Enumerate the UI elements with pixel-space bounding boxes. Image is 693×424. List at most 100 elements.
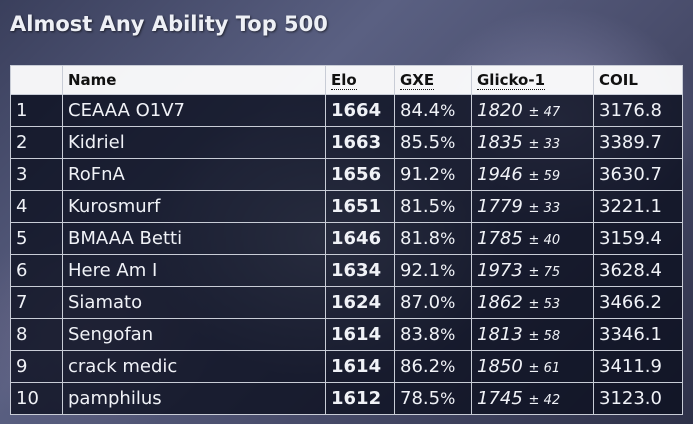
table-row: 2 Kidriel 1663 85.5% 1835 ± 33 3389.7: [10, 126, 683, 159]
gxe-value: 81.8: [400, 228, 441, 249]
glicko-deviation: ± 33: [528, 201, 561, 216]
table-row: 1 CEAAA O1V7 1664 84.4% 1820 ± 47 3176.8: [10, 94, 683, 127]
player-name[interactable]: RoFnA: [68, 164, 125, 185]
gxe-cell: 81.5%: [394, 190, 472, 223]
glicko-deviation: ± 42: [528, 393, 561, 408]
player-name-cell[interactable]: crack medic: [62, 350, 326, 383]
gxe-cell: 81.8%: [394, 222, 472, 255]
player-name-cell[interactable]: CEAAA O1V7: [62, 94, 326, 127]
header-rank: [10, 65, 63, 95]
player-name-cell[interactable]: Sengofan: [62, 318, 326, 351]
elo-cell: 1614: [325, 318, 395, 351]
header-glicko-label[interactable]: Glicko-1: [477, 71, 546, 90]
header-elo-sort[interactable]: Elo: [325, 65, 395, 95]
gxe-cell: 83.8%: [394, 318, 472, 351]
table-row: 10 pamphilus 1612 78.5% 1745 ± 42 3123.0: [10, 382, 683, 415]
player-name-cell[interactable]: BMAAA Betti: [62, 222, 326, 255]
gxe-cell: 92.1%: [394, 254, 472, 287]
elo-cell: 1656: [325, 158, 395, 191]
gxe-value: 86.2: [400, 356, 441, 377]
glicko-cell: 1835 ± 33: [471, 126, 594, 159]
glicko-cell: 1779 ± 33: [471, 190, 594, 223]
player-name[interactable]: crack medic: [68, 356, 178, 377]
player-name[interactable]: Kurosmurf: [68, 196, 161, 217]
glicko-deviation: ± 53: [528, 297, 561, 312]
glicko-deviation: ± 47: [528, 105, 561, 120]
gxe-unit: %: [440, 293, 456, 312]
gxe-cell: 85.5%: [394, 126, 472, 159]
gxe-unit: %: [440, 229, 456, 248]
table-row: 5 BMAAA Betti 1646 81.8% 1785 ± 40 3159.4: [10, 222, 683, 255]
elo-cell: 1651: [325, 190, 395, 223]
gxe-value: 81.5: [400, 196, 441, 217]
glicko-deviation: ± 61: [528, 361, 561, 376]
header-gxe-label[interactable]: GXE: [400, 71, 435, 90]
player-name-cell[interactable]: Here Am I: [62, 254, 326, 287]
player-name[interactable]: Here Am I: [68, 260, 158, 281]
player-name-cell[interactable]: RoFnA: [62, 158, 326, 191]
elo-cell: 1614: [325, 350, 395, 383]
coil-cell: 3411.9: [593, 350, 683, 383]
header-glicko-sort[interactable]: Glicko-1: [471, 65, 594, 95]
table-row: 3 RoFnA 1656 91.2% 1946 ± 59 3630.7: [10, 158, 683, 191]
gxe-unit: %: [440, 389, 456, 408]
player-name-cell[interactable]: Siamato: [62, 286, 326, 319]
gxe-unit: %: [440, 357, 456, 376]
gxe-unit: %: [440, 133, 456, 152]
header-name: Name: [62, 65, 326, 95]
glicko-value: 1779: [477, 196, 523, 217]
player-name[interactable]: pamphilus: [68, 388, 162, 409]
elo-cell: 1624: [325, 286, 395, 319]
coil-cell: 3123.0: [593, 382, 683, 415]
header-name-label: Name: [68, 71, 117, 89]
glicko-value: 1973: [477, 260, 523, 281]
glicko-value: 1835: [477, 132, 523, 153]
rank-cell: 6: [10, 254, 63, 287]
player-name[interactable]: BMAAA Betti: [68, 228, 183, 249]
gxe-unit: %: [440, 197, 456, 216]
glicko-deviation: ± 75: [528, 265, 561, 280]
player-name-cell[interactable]: pamphilus: [62, 382, 326, 415]
glicko-value: 1850: [477, 356, 523, 377]
player-name-cell[interactable]: Kurosmurf: [62, 190, 326, 223]
glicko-cell: 1862 ± 53: [471, 286, 594, 319]
player-name-cell[interactable]: Kidriel: [62, 126, 326, 159]
player-name[interactable]: CEAAA O1V7: [68, 100, 185, 121]
gxe-value: 85.5: [400, 132, 441, 153]
coil-cell: 3389.7: [593, 126, 683, 159]
header-coil: COIL: [593, 65, 683, 95]
table-row: 9 crack medic 1614 86.2% 1850 ± 61 3411.9: [10, 350, 683, 383]
coil-cell: 3630.7: [593, 158, 683, 191]
glicko-value: 1946: [477, 164, 523, 185]
gxe-unit: %: [440, 101, 456, 120]
glicko-deviation: ± 59: [528, 169, 561, 184]
page-title: Almost Any Ability Top 500: [10, 12, 328, 36]
coil-cell: 3628.4: [593, 254, 683, 287]
rank-cell: 4: [10, 190, 63, 223]
rank-cell: 10: [10, 382, 63, 415]
rank-cell: 1: [10, 94, 63, 127]
gxe-value: 91.2: [400, 164, 441, 185]
coil-cell: 3176.8: [593, 94, 683, 127]
ladder-table: Name Elo GXE Glicko-1 COIL 1 CEAAA O1V7 16…: [10, 65, 683, 415]
glicko-cell: 1745 ± 42: [471, 382, 594, 415]
rank-cell: 2: [10, 126, 63, 159]
gxe-cell: 86.2%: [394, 350, 472, 383]
elo-cell: 1663: [325, 126, 395, 159]
glicko-cell: 1946 ± 59: [471, 158, 594, 191]
glicko-deviation: ± 40: [528, 233, 561, 248]
glicko-cell: 1785 ± 40: [471, 222, 594, 255]
glicko-deviation: ± 58: [528, 329, 561, 344]
header-elo-label[interactable]: Elo: [331, 71, 357, 90]
player-name[interactable]: Siamato: [68, 292, 143, 313]
glicko-deviation: ± 33: [528, 137, 561, 152]
player-name[interactable]: Kidriel: [68, 132, 125, 153]
gxe-unit: %: [440, 325, 456, 344]
elo-cell: 1634: [325, 254, 395, 287]
glicko-cell: 1813 ± 58: [471, 318, 594, 351]
gxe-value: 84.4: [400, 100, 441, 121]
header-gxe-sort[interactable]: GXE: [394, 65, 472, 95]
gxe-value: 78.5: [400, 388, 441, 409]
player-name[interactable]: Sengofan: [68, 324, 154, 345]
rank-cell: 3: [10, 158, 63, 191]
